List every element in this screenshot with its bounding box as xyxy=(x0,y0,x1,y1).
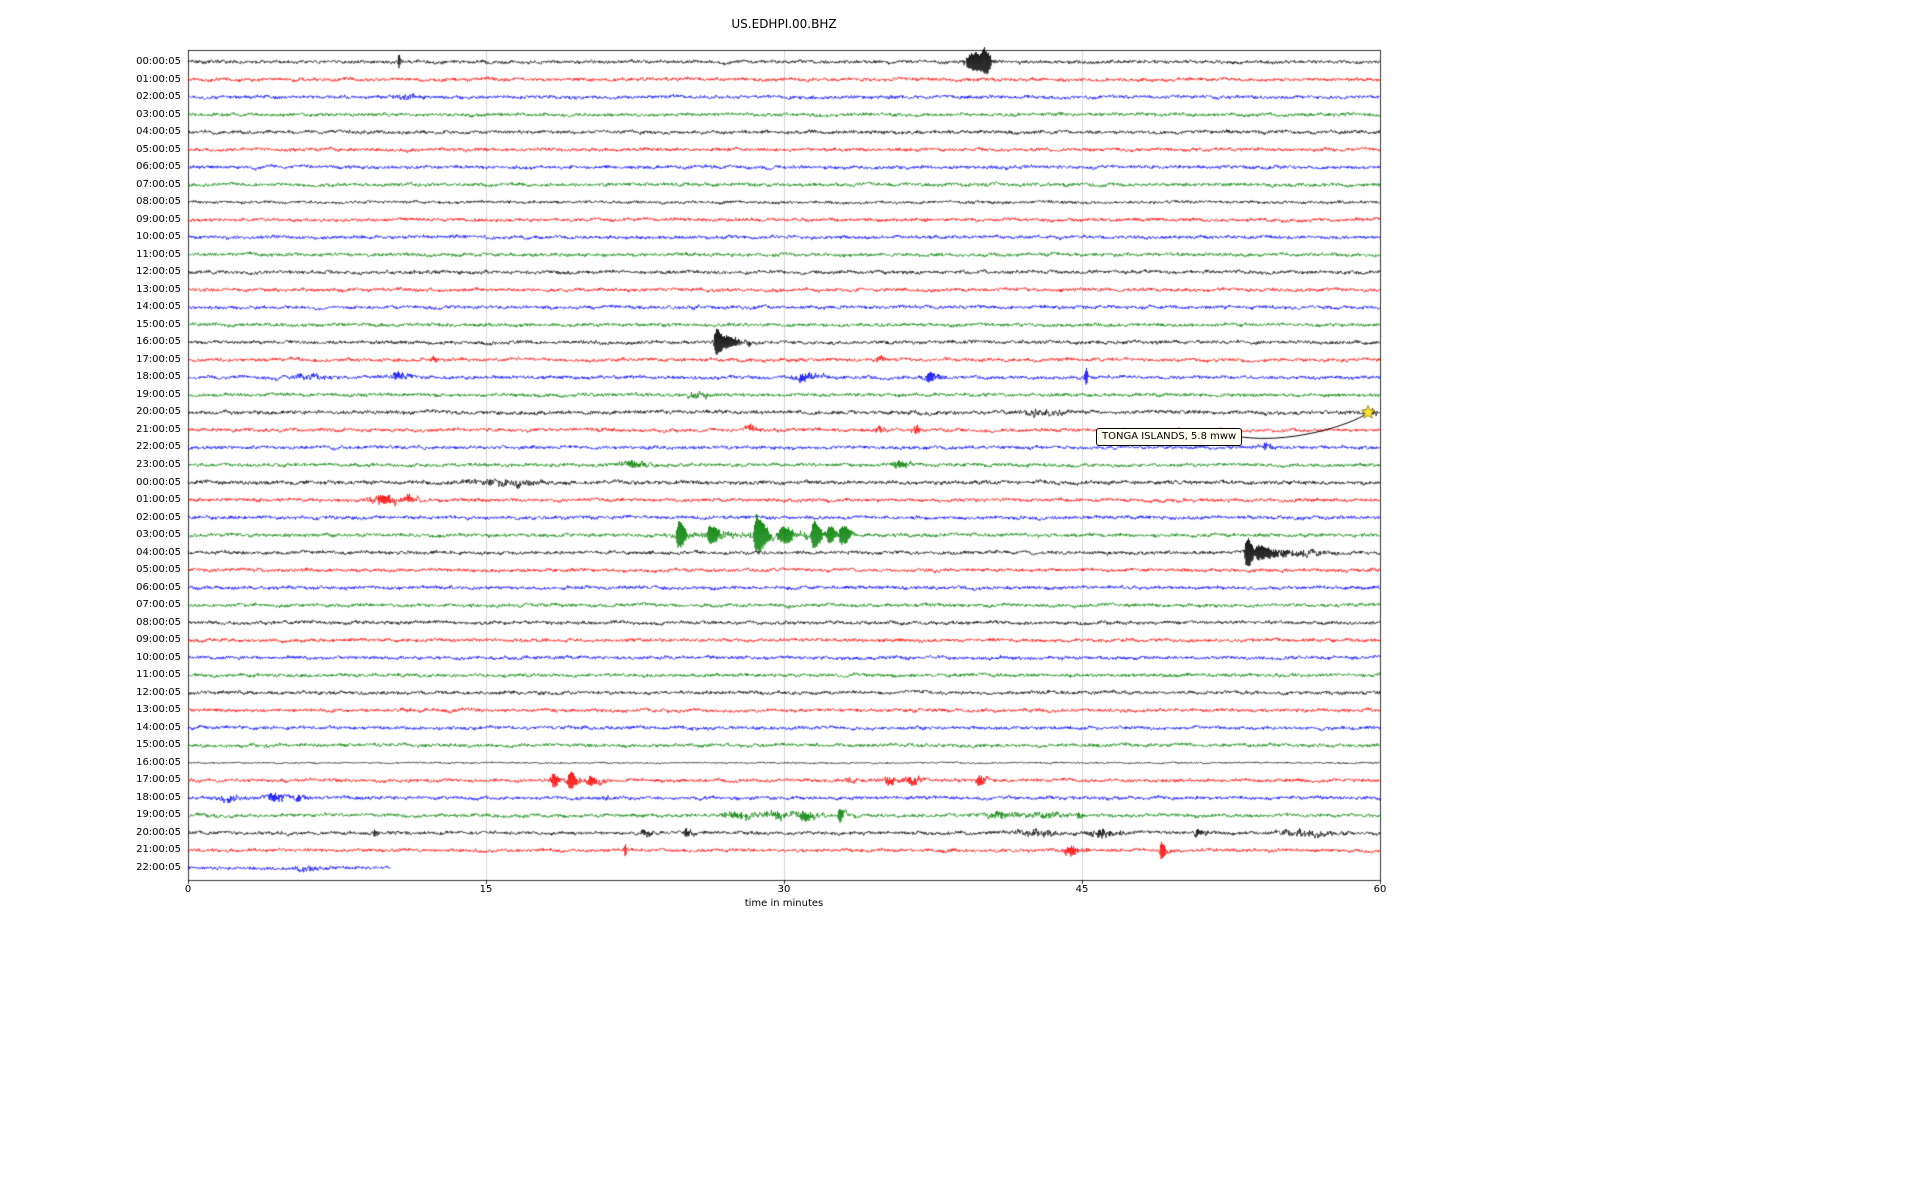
row-label: 18:00:05 xyxy=(136,791,181,803)
row-label: 16:00:05 xyxy=(136,336,181,348)
row-label: 15:00:05 xyxy=(136,318,181,330)
row-label: 20:00:05 xyxy=(136,406,181,418)
row-label: 11:00:05 xyxy=(136,669,181,681)
row-label: 17:00:05 xyxy=(136,353,181,365)
row-label: 08:00:05 xyxy=(136,616,181,628)
row-label: 05:00:05 xyxy=(136,564,181,576)
row-label: 14:00:05 xyxy=(136,301,181,313)
row-label: 00:00:05 xyxy=(136,56,181,67)
row-label: 00:00:05 xyxy=(136,476,181,488)
chart-title: US.EDHPI.00.BHZ xyxy=(731,17,837,31)
row-label: 18:00:05 xyxy=(136,371,181,383)
x-tick-label: 45 xyxy=(1075,884,1089,895)
row-label: 09:00:05 xyxy=(136,634,181,646)
row-label: 10:00:05 xyxy=(136,231,181,243)
row-label: 05:00:05 xyxy=(136,143,181,155)
row-label: 02:00:05 xyxy=(136,511,181,523)
row-label: 12:00:05 xyxy=(136,266,181,278)
row-label: 04:00:05 xyxy=(136,126,181,138)
row-label: 07:00:05 xyxy=(136,599,181,611)
row-label: 21:00:05 xyxy=(136,844,181,856)
row-label: 07:00:05 xyxy=(136,178,181,190)
row-label: 19:00:05 xyxy=(136,809,181,821)
row-label: 03:00:05 xyxy=(136,529,181,541)
x-tick-label: 15 xyxy=(479,884,493,895)
row-label: 11:00:05 xyxy=(136,248,181,260)
row-label: 22:00:05 xyxy=(136,441,181,453)
row-label: 02:00:05 xyxy=(136,91,181,103)
row-label: 23:00:05 xyxy=(136,459,181,470)
row-label: 13:00:05 xyxy=(136,704,181,716)
row-label: 01:00:05 xyxy=(136,494,181,506)
row-label: 22:00:05 xyxy=(136,862,181,873)
row-label: 21:00:05 xyxy=(136,423,181,435)
row-label: 04:00:05 xyxy=(136,546,181,558)
row-label: 12:00:05 xyxy=(136,686,181,698)
row-label: 20:00:05 xyxy=(136,826,181,838)
row-label: 03:00:05 xyxy=(136,108,181,120)
row-label: 13:00:05 xyxy=(136,283,181,295)
x-tick-label: 60 xyxy=(1373,884,1387,895)
row-label: 06:00:05 xyxy=(136,581,181,593)
row-label: 09:00:05 xyxy=(136,213,181,225)
x-tick-label: 30 xyxy=(777,884,791,895)
y-axis-hour-labels: 00:00:05 01:00:05 02:00:05 03:00:05 04:00:05… xyxy=(0,0,183,1200)
row-label: 10:00:05 xyxy=(136,651,181,663)
row-label: 06:00:05 xyxy=(136,161,181,173)
row-label: 08:00:05 xyxy=(136,196,181,208)
row-label: 14:00:05 xyxy=(136,721,181,733)
x-axis-label: time in minutes xyxy=(744,898,824,909)
row-label: 19:00:05 xyxy=(136,388,181,400)
row-label: 16:00:05 xyxy=(136,756,181,768)
x-tick-label: 0 xyxy=(184,884,192,895)
row-label: 01:00:05 xyxy=(136,73,181,85)
row-label: 17:00:05 xyxy=(136,774,181,786)
event-annotation: TONGA ISLANDS, 5.8 mww xyxy=(1096,428,1243,446)
row-label: 15:00:05 xyxy=(136,739,181,751)
